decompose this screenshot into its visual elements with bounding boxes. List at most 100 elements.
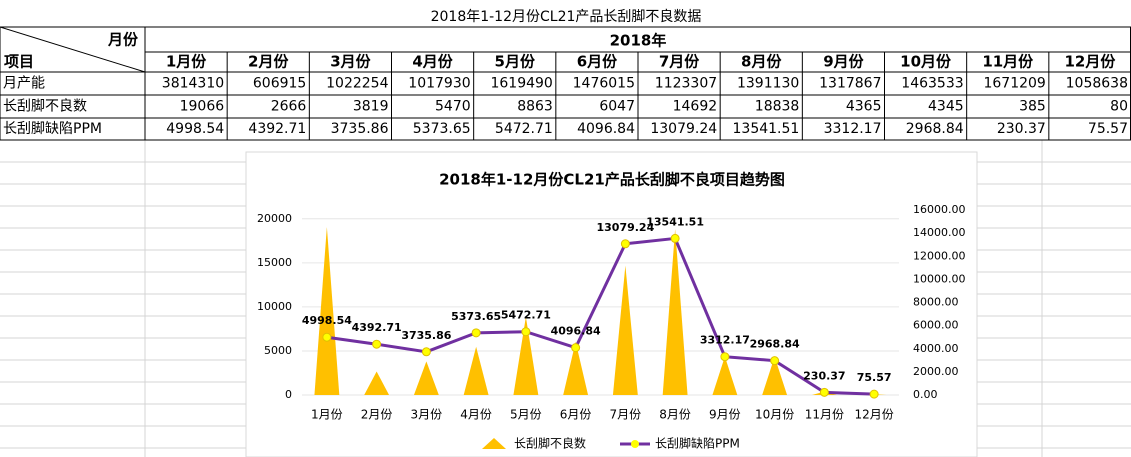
- cell: 230.37: [997, 121, 1046, 137]
- y2-tick-label: 8000.00: [913, 296, 959, 309]
- y2-tick-label: 12000.00: [913, 249, 966, 262]
- cell: 5472.71: [495, 121, 553, 137]
- cell: 1391130: [737, 76, 799, 92]
- column-header: 10月份: [900, 53, 952, 71]
- y-tick-label: 5000: [264, 344, 292, 357]
- cell: 2666: [271, 99, 307, 115]
- triangle-bar: [463, 346, 489, 395]
- cell: 1463533: [901, 76, 963, 92]
- year-header: 2018年: [610, 32, 667, 50]
- triangle-bar: [563, 341, 589, 395]
- cell: 13079.24: [650, 121, 717, 137]
- column-header: 3月份: [330, 53, 371, 71]
- corner-top: 月份: [107, 31, 139, 49]
- y2-tick-label: 16000.00: [913, 203, 966, 216]
- data-label: 75.57: [857, 371, 892, 384]
- data-label: 4392.71: [352, 321, 402, 334]
- cell: 1022254: [326, 76, 388, 92]
- data-label: 4998.54: [302, 314, 352, 327]
- triangle-bar: [413, 361, 439, 395]
- legend-icon: [631, 440, 639, 448]
- cell: 18838: [755, 99, 800, 115]
- data-label: 13541.51: [646, 215, 704, 228]
- y-tick-label: 15000: [257, 256, 292, 269]
- x-tick-label: 2月份: [361, 408, 393, 422]
- column-header: 1月份: [166, 53, 207, 71]
- data-label: 4096.84: [551, 325, 601, 338]
- cell: 4345: [928, 99, 964, 115]
- cell: 3735.86: [331, 121, 389, 137]
- x-tick-label: 4月份: [460, 408, 492, 422]
- cell: 5373.65: [413, 121, 471, 137]
- cell: 5470: [435, 99, 471, 115]
- cell: 3312.17: [824, 121, 882, 137]
- cell: 14692: [673, 99, 718, 115]
- cell: 75.57: [1088, 121, 1128, 137]
- x-tick-label: 1月份: [311, 408, 343, 422]
- x-tick-label: 5月份: [510, 408, 542, 422]
- y-tick-label: 10000: [257, 300, 292, 313]
- table-title: 2018年1-12月份CL21产品长刮脚不良数据: [431, 9, 702, 25]
- cell: 385: [1019, 99, 1046, 115]
- cell: 2968.84: [906, 121, 964, 137]
- triangle-bar: [762, 356, 788, 395]
- legend-icon: [482, 438, 506, 449]
- corner-bottom: 项目: [4, 53, 34, 71]
- row-label: 长刮脚缺陷PPM: [3, 121, 102, 137]
- column-header: 11月份: [982, 53, 1034, 71]
- y2-tick-label: 2000.00: [913, 365, 959, 378]
- cell: 1017930: [408, 76, 470, 92]
- triangle-bar: [314, 227, 340, 395]
- data-label: 3312.17: [700, 334, 750, 347]
- x-tick-label: 9月份: [709, 408, 741, 422]
- ppm-marker: [720, 352, 730, 362]
- cell: 3819: [353, 99, 389, 115]
- y2-tick-label: 0.00: [913, 388, 938, 401]
- corner-diagonal: [0, 26, 146, 73]
- data-label: 5472.71: [501, 309, 551, 322]
- column-header: 7月份: [659, 53, 700, 71]
- y-tick-label: 0: [285, 388, 292, 401]
- ppm-marker: [372, 339, 382, 349]
- chart-area: [245, 151, 978, 457]
- cell: 1476015: [573, 76, 635, 92]
- ppm-marker: [471, 328, 481, 338]
- ppm-line: [326, 236, 875, 396]
- cell: 1058638: [1066, 76, 1128, 92]
- y2-tick-label: 10000.00: [913, 272, 966, 285]
- cell: 4998.54: [166, 121, 224, 137]
- x-tick-label: 10月份: [755, 408, 794, 422]
- row-label: 月产能: [3, 76, 45, 92]
- ppm-marker: [819, 387, 829, 397]
- column-header: 12月份: [1064, 53, 1116, 71]
- cell: 13541.51: [733, 121, 800, 137]
- legend-label: 长刮脚不良数: [514, 436, 586, 451]
- row-label: 长刮脚不良数: [3, 99, 87, 115]
- cell: 606915: [253, 76, 306, 92]
- column-header: 8月份: [741, 53, 782, 71]
- legend-label: 长刮脚缺陷PPM: [655, 436, 740, 451]
- x-tick-label: 11月份: [805, 408, 844, 422]
- column-header: 2月份: [248, 53, 289, 71]
- cell: 4365: [846, 99, 882, 115]
- x-tick-label: 7月份: [610, 408, 642, 422]
- cell: 1123307: [655, 76, 717, 92]
- column-header: 5月份: [495, 53, 536, 71]
- data-label: 13079.24: [596, 221, 654, 234]
- triangle-bar: [364, 371, 390, 395]
- ppm-marker: [571, 343, 581, 353]
- x-tick-label: 8月份: [659, 408, 691, 422]
- data-label: 3735.86: [401, 329, 451, 342]
- ppm-marker: [421, 347, 431, 357]
- y2-tick-label: 14000.00: [913, 226, 966, 239]
- x-tick-label: 12月份: [854, 408, 893, 422]
- cell: 4392.71: [248, 121, 306, 137]
- cell: 4096.84: [577, 121, 635, 137]
- ppm-marker: [869, 389, 879, 399]
- column-header: 4月份: [412, 53, 453, 71]
- cell: 1671209: [983, 76, 1045, 92]
- cell: 1317867: [819, 76, 881, 92]
- cell: 80: [1110, 99, 1128, 115]
- triangle-bar: [662, 229, 688, 395]
